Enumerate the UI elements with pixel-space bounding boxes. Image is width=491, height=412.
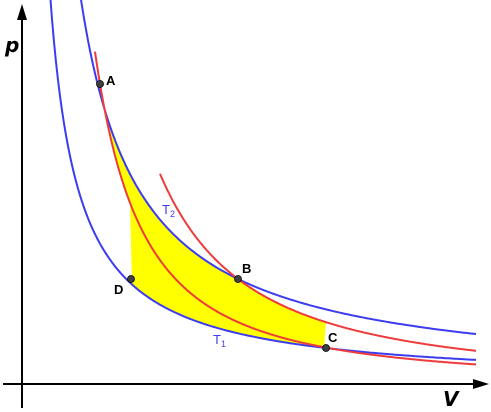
y-axis-label: p xyxy=(4,33,19,57)
point-c-marker xyxy=(322,344,330,352)
point-d-marker xyxy=(127,275,135,283)
axes xyxy=(3,4,489,408)
point-d-label: D xyxy=(114,282,123,297)
point-a-label: A xyxy=(106,73,116,88)
state-points xyxy=(96,80,330,352)
isotherm-t2-letter: T xyxy=(162,202,170,217)
y-axis-arrowhead xyxy=(17,4,27,20)
isotherm-t1-letter: T xyxy=(213,332,221,347)
isotherm-t2-label: T2 xyxy=(162,202,175,219)
x-axis-arrowhead xyxy=(473,379,489,389)
point-b-marker xyxy=(234,275,242,283)
x-axis-label: V xyxy=(443,387,460,411)
isotherm-t1-label: T1 xyxy=(213,332,226,349)
isotherm-t1-subscript: 1 xyxy=(221,339,226,349)
point-c-label: C xyxy=(328,330,338,345)
point-a-marker xyxy=(96,80,104,88)
cycle-area xyxy=(100,84,326,348)
adiabat-da-curve xyxy=(94,51,476,366)
point-b-label: B xyxy=(242,261,251,276)
isotherm-t2-subscript: 2 xyxy=(170,209,175,219)
isotherm-t1-curve xyxy=(49,0,477,361)
adiabat-bc-curve xyxy=(159,173,477,352)
isotherm-t2-curve xyxy=(80,0,477,335)
